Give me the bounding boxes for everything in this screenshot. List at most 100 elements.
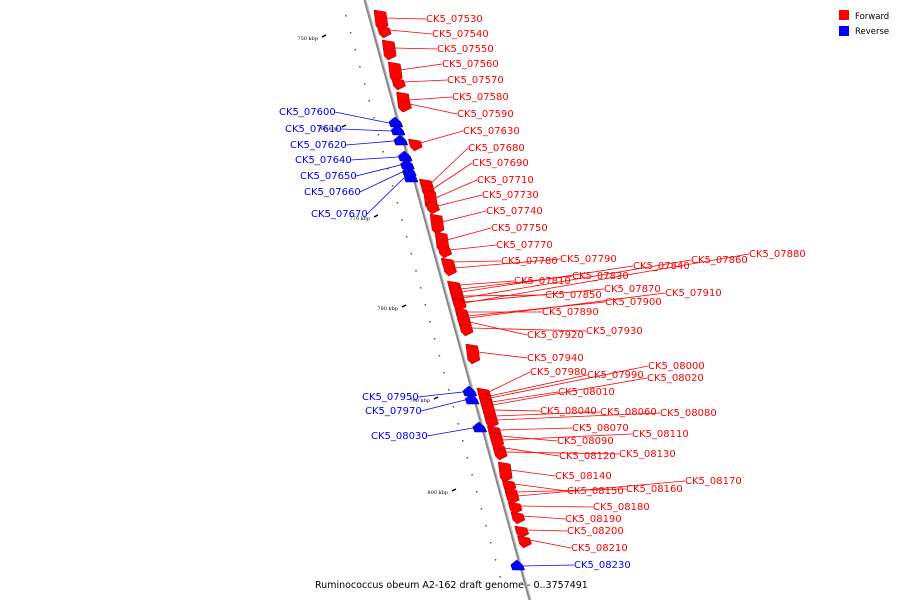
gene-label[interactable]: CK5_08230 <box>574 560 631 571</box>
gene-label[interactable]: CK5_07620 <box>290 140 347 151</box>
gene-label[interactable]: CK5_08010 <box>558 387 615 398</box>
gene-label[interactable]: CK5_08040 <box>540 406 597 417</box>
gene-label[interactable]: CK5_07600 <box>279 107 336 118</box>
gene-label[interactable]: CK5_07530 <box>426 14 483 25</box>
gene-label[interactable]: CK5_07970 <box>365 406 422 417</box>
gene-block[interactable] <box>397 99 412 113</box>
gene-label[interactable]: CK5_07740 <box>486 206 543 217</box>
gene-label[interactable]: CK5_07540 <box>432 29 489 40</box>
track-dot <box>391 185 394 187</box>
gene-label[interactable]: CK5_07990 <box>587 370 644 381</box>
gene-block[interactable] <box>390 124 406 136</box>
gene-label[interactable]: CK5_07880 <box>749 249 806 260</box>
gene-block[interactable] <box>425 201 440 215</box>
gene-block[interactable] <box>391 77 406 91</box>
gene-label[interactable]: CK5_08180 <box>593 502 650 513</box>
gene-label[interactable]: CK5_07930 <box>586 326 643 337</box>
gene-label[interactable]: CK5_07580 <box>452 92 509 103</box>
gene-label[interactable]: CK5_07590 <box>457 109 514 120</box>
gene-block[interactable] <box>465 343 481 365</box>
gene-block[interactable] <box>514 525 530 539</box>
gene-label[interactable]: CK5_07610 <box>285 124 342 135</box>
gene-label[interactable]: CK5_07780 <box>501 256 558 267</box>
gene-block[interactable] <box>507 501 523 515</box>
track-dot <box>424 304 427 306</box>
gene-label[interactable]: CK5_07550 <box>437 44 494 55</box>
gene-label[interactable]: CK5_07920 <box>527 330 584 341</box>
gene-label[interactable]: CK5_07560 <box>442 59 499 70</box>
gene-label[interactable]: CK5_07950 <box>362 392 419 403</box>
gene-label[interactable]: CK5_08120 <box>559 451 616 462</box>
gene-label[interactable]: CK5_07890 <box>542 307 599 318</box>
gene-label[interactable]: CK5_08200 <box>567 526 624 537</box>
gene-block[interactable] <box>464 393 480 405</box>
gene-block[interactable] <box>388 116 404 128</box>
gene-block[interactable] <box>492 447 508 461</box>
gene-block[interactable] <box>403 171 419 183</box>
gene-label[interactable]: CK5_08070 <box>572 423 629 434</box>
gene-label[interactable]: CK5_07750 <box>491 223 548 234</box>
gene-label[interactable]: CK5_07870 <box>604 284 661 295</box>
gene-label[interactable]: CK5_07680 <box>468 143 525 154</box>
gene-label[interactable]: CK5_07900 <box>605 297 662 308</box>
gene-label[interactable]: CK5_07670 <box>311 209 368 220</box>
gene-block[interactable] <box>442 263 458 277</box>
gene-label[interactable]: CK5_07770 <box>496 240 553 251</box>
gene-label[interactable]: CK5_08140 <box>555 471 612 482</box>
gene-block[interactable] <box>505 491 520 505</box>
track-dot <box>345 15 347 17</box>
gene-label[interactable]: CK5_07690 <box>472 158 529 169</box>
gene-block[interactable] <box>397 150 413 162</box>
leader-line <box>499 427 573 431</box>
leader-line <box>426 427 473 437</box>
gene-label[interactable]: CK5_08170 <box>685 476 742 487</box>
gene-label[interactable]: CK5_08130 <box>619 449 676 460</box>
gene-block[interactable] <box>407 138 423 152</box>
gene-label[interactable]: CK5_07840 <box>633 261 690 272</box>
gene-label[interactable]: CK5_08210 <box>571 543 628 554</box>
gene-label[interactable]: CK5_07730 <box>482 190 539 201</box>
gene-label[interactable]: CK5_08160 <box>626 484 683 495</box>
gene-block[interactable] <box>437 245 453 259</box>
gene-label[interactable]: CK5_08000 <box>648 361 705 372</box>
gene-label[interactable]: CK5_08150 <box>567 486 624 497</box>
gene-label[interactable]: CK5_07850 <box>545 290 602 301</box>
gene-label[interactable]: CK5_07830 <box>572 271 629 282</box>
gene-block[interactable] <box>458 323 474 337</box>
gene-label[interactable]: CK5_07650 <box>300 171 357 182</box>
gene-label[interactable]: CK5_07860 <box>691 255 748 266</box>
gene-label[interactable]: CK5_07660 <box>304 187 361 198</box>
gene-label[interactable]: CK5_07940 <box>527 353 584 364</box>
gene-block[interactable] <box>472 421 488 433</box>
gene-label[interactable]: CK5_08020 <box>647 373 704 384</box>
gene-label[interactable]: CK5_08110 <box>632 429 689 440</box>
gene-block[interactable] <box>510 511 526 525</box>
gene-label[interactable]: CK5_07790 <box>560 254 617 265</box>
gene-block[interactable] <box>497 461 513 483</box>
gene-label[interactable]: CK5_07710 <box>477 175 534 186</box>
gene-label[interactable]: CK5_07630 <box>463 126 520 137</box>
gene-label[interactable]: CK5_08190 <box>565 514 622 525</box>
gene-block[interactable] <box>400 158 415 170</box>
gene-label[interactable]: CK5_07640 <box>295 155 352 166</box>
gene-block[interactable] <box>510 559 526 571</box>
gene-label[interactable]: CK5_07570 <box>447 75 504 86</box>
gene-label[interactable]: CK5_08060 <box>600 407 657 418</box>
gene-label[interactable]: CK5_08090 <box>557 436 614 447</box>
gene-label[interactable]: CK5_07910 <box>665 288 722 299</box>
gene-label[interactable]: CK5_08080 <box>660 408 717 419</box>
gene-block[interactable] <box>484 415 499 429</box>
gene-block[interactable] <box>393 134 409 146</box>
gene-block[interactable] <box>402 165 417 177</box>
gene-block[interactable] <box>381 39 397 61</box>
leader-line <box>489 374 588 397</box>
gene-label[interactable]: CK5_07810 <box>514 276 571 287</box>
tick-mark <box>321 34 327 38</box>
gene-block[interactable] <box>517 535 532 549</box>
track-dot <box>419 287 422 289</box>
gene-label[interactable]: CK5_08030 <box>371 431 428 442</box>
gene-label[interactable]: CK5_07980 <box>530 367 587 378</box>
gene-block[interactable] <box>376 25 392 39</box>
gene-block[interactable] <box>429 213 445 235</box>
gene-block[interactable] <box>462 385 478 397</box>
